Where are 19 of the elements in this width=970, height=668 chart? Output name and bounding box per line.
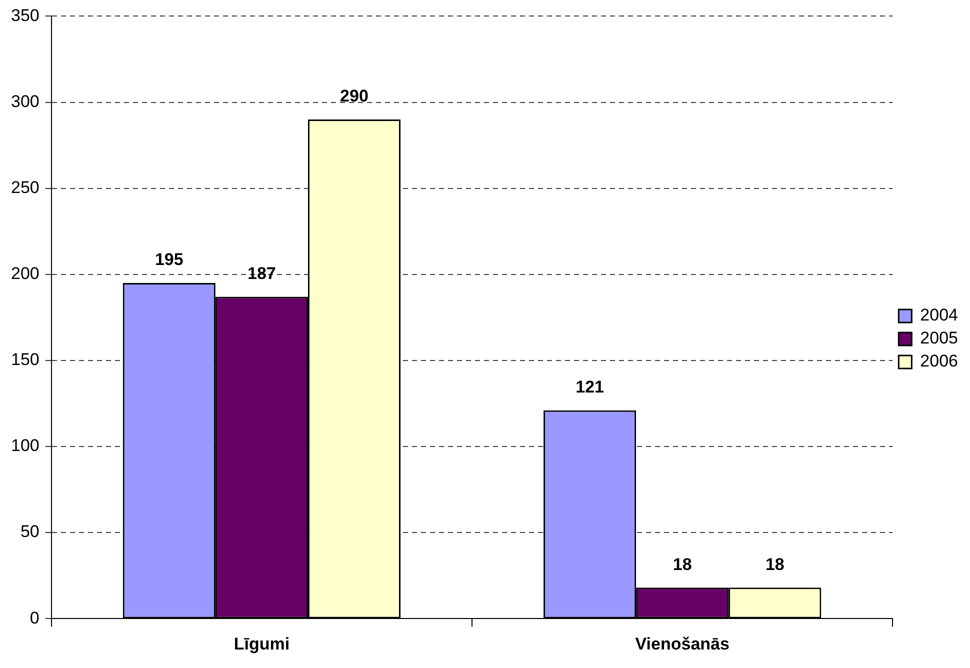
y-tick-label: 150 bbox=[10, 350, 40, 370]
data-label: 195 bbox=[154, 250, 184, 270]
data-label: 121 bbox=[576, 378, 604, 397]
y-tick-label: 300 bbox=[10, 92, 40, 111]
y-tick-label: 250 bbox=[10, 178, 40, 197]
y-tick-label: 50 bbox=[20, 522, 40, 542]
data-label: 290 bbox=[340, 86, 368, 106]
data-label: 18 bbox=[765, 554, 784, 574]
y-tick-label: 0 bbox=[30, 608, 40, 628]
data-label: 18 bbox=[672, 554, 692, 574]
legend-label: 2005 bbox=[920, 328, 958, 348]
legend-label: 2006 bbox=[920, 352, 958, 371]
data-label: 187 bbox=[248, 264, 276, 283]
y-tick-label: 350 bbox=[10, 6, 40, 25]
x-tick-label: Vienošanās bbox=[635, 634, 730, 654]
x-tick-label: Līgumi bbox=[234, 634, 290, 654]
legend-label: 2004 bbox=[920, 306, 958, 325]
y-tick-label: 100 bbox=[10, 436, 40, 456]
y-tick-label: 200 bbox=[10, 264, 40, 284]
